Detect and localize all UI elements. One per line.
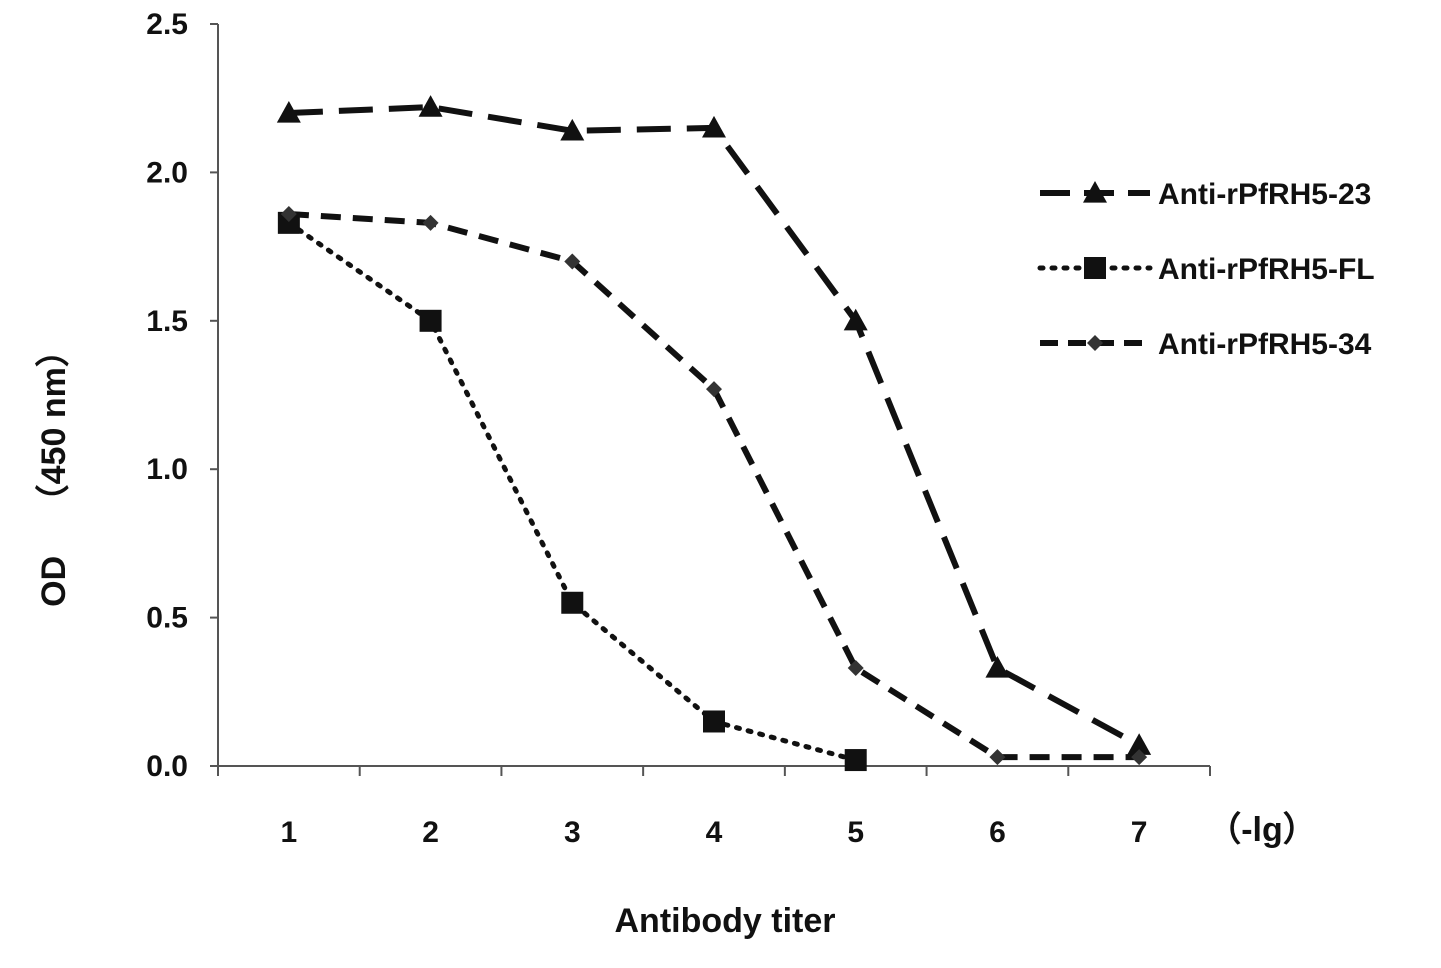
y-tick-label: 1.0 [146, 453, 188, 486]
series-line [288, 104, 1141, 748]
series-layer [276, 95, 1152, 772]
data-point [422, 214, 439, 231]
x-tick-label: 2 [422, 816, 439, 849]
series-anti-rpfrh5-23 [276, 95, 1152, 755]
data-point [989, 749, 1006, 766]
legend-entry: Anti-rPfRH5-FL [1037, 253, 1375, 286]
legend: Anti-rPfRH5-23 Anti-rPfRH5-FL Anti-rPfRH5-… [1037, 178, 1375, 361]
legend-marker [1087, 335, 1103, 351]
y-axis-title-od: OD [35, 556, 73, 607]
y-tick-label: 2.5 [146, 8, 188, 41]
x-tick-label: 4 [706, 816, 723, 849]
x-tick-label: 1 [281, 816, 298, 849]
data-point [561, 591, 584, 614]
data-point [418, 95, 443, 117]
data-point [276, 101, 301, 123]
x-tick-label: 7 [1131, 816, 1148, 849]
y-tick-label: 0.0 [146, 750, 188, 783]
data-point [703, 710, 725, 733]
x-tick-label: 5 [847, 816, 864, 849]
data-point [843, 308, 868, 331]
x-tick-label: 6 [989, 816, 1006, 849]
x-tick-label: 3 [564, 816, 581, 849]
data-point [847, 660, 864, 677]
y-tick-label: 1.5 [146, 305, 188, 338]
series-anti-rpfrh5-fl [277, 211, 867, 772]
x-axis-unit: （-lg） [1207, 810, 1317, 849]
data-point [277, 211, 300, 234]
data-point [560, 118, 585, 141]
series-line [286, 220, 859, 763]
legend-marker [1083, 181, 1107, 203]
axes: 0.0 0.5 1.0 1.5 2.0 2.5 1 2 3 4 5 6 7 [146, 8, 1211, 849]
legend-marker [1084, 257, 1106, 279]
data-point [280, 205, 297, 222]
y-tick-label: 0.5 [146, 602, 188, 635]
data-point [706, 381, 722, 398]
legend-label: Anti-rPfRH5-FL [1158, 253, 1375, 286]
axis-labels: Antibody titer （-lg） OD （450 nm） [34, 333, 1317, 940]
data-point [564, 253, 581, 270]
legend-entry: Anti-rPfRH5-23 [1040, 178, 1371, 211]
data-point [1127, 733, 1152, 755]
data-point [702, 115, 726, 138]
y-axis-title-unit: （450 nm） [34, 333, 73, 518]
y-axis-title: OD （450 nm） [34, 333, 73, 607]
data-point [1131, 749, 1148, 766]
legend-entry: Anti-rPfRH5-34 [1040, 328, 1372, 361]
data-point [419, 309, 442, 332]
data-point [985, 656, 1010, 678]
series-anti-rpfrh5-34 [280, 205, 1148, 766]
x-axis-title: Antibody titer [615, 902, 836, 940]
legend-label: Anti-rPfRH5-34 [1158, 328, 1372, 361]
data-point [844, 749, 867, 772]
legend-label: Anti-rPfRH5-23 [1158, 178, 1371, 211]
y-tick-label: 2.0 [146, 156, 188, 189]
